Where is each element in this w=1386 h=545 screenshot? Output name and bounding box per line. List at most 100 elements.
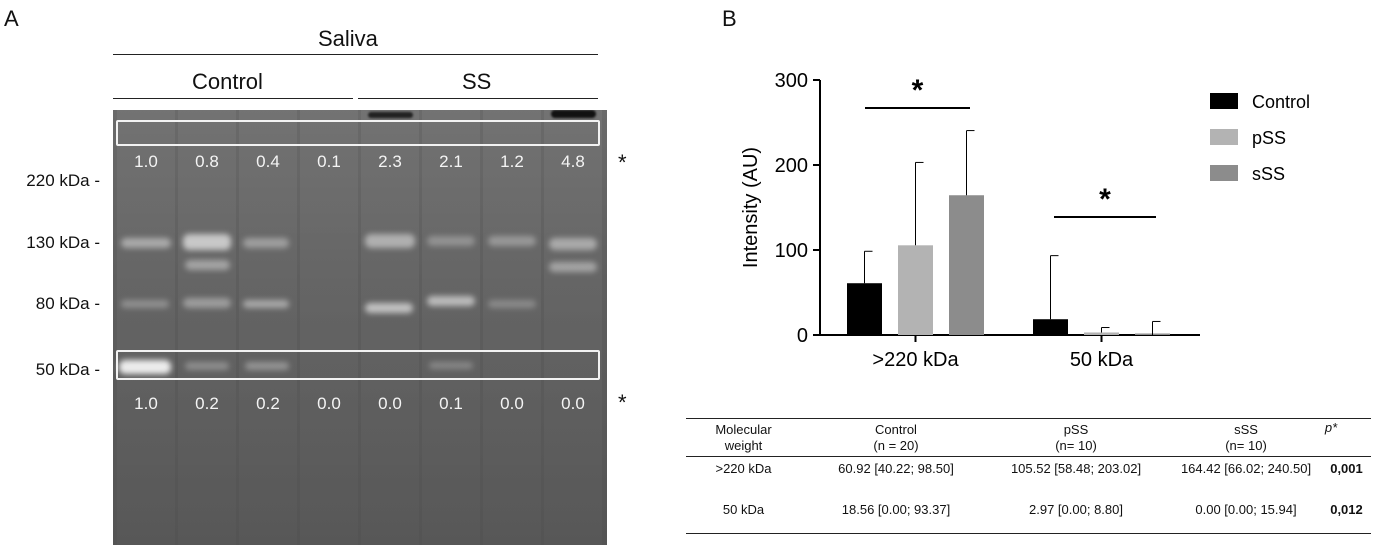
legend-swatch [1210, 93, 1238, 109]
marker-130: 130 kDa - [26, 233, 100, 252]
density-value: 1.0 [134, 152, 158, 171]
gel-band [427, 236, 475, 246]
y-tick-label: 0 [797, 325, 808, 347]
marker-220: 220 kDa - [26, 171, 100, 190]
legend-swatch [1210, 165, 1238, 181]
y-tick-label: 100 [775, 240, 808, 262]
gel-lane [239, 110, 297, 545]
gel-band [365, 303, 413, 313]
y-tick-label: 200 [775, 155, 808, 177]
gel-band [549, 262, 597, 272]
marker-80: 80 kDa - [35, 294, 100, 313]
table-cell: 0.00 [0.00; 15.94] [1195, 502, 1297, 517]
header-p: p* [1324, 420, 1338, 435]
density-value: 1.0 [134, 394, 158, 413]
density-value: 0.8 [195, 152, 219, 171]
header-pss: pSS (n= 10) [986, 422, 1166, 454]
bar [949, 195, 984, 335]
table-header-rule [686, 456, 1371, 457]
table-cell: 60.92 [40.22; 98.50] [838, 461, 954, 476]
header-line: pSS [1063, 422, 1089, 437]
density-value: 0.2 [195, 394, 219, 413]
header-line: (n = 20) [873, 438, 919, 453]
results-table: Molecular weight Control (n = 20) pSS (n… [686, 418, 1371, 538]
gel-lane [178, 110, 236, 545]
table-bottom-rule [686, 533, 1371, 534]
gel-band [183, 234, 231, 250]
density-value: 1.2 [500, 152, 524, 171]
control-group-label: Control [192, 69, 263, 94]
y-axis-label: Intensity (AU) [740, 147, 762, 268]
density-value: 0.1 [439, 394, 463, 413]
ss-group-label: SS [462, 69, 492, 94]
highlight-box-220 [116, 120, 600, 146]
density-value: 0.0 [378, 394, 402, 413]
table-cell: 2.97 [0.00; 8.80] [1029, 502, 1123, 517]
table-cell: 164.42 [66.02; 240.50] [1180, 461, 1312, 476]
gel-image: 1.0 0.8 0.4 0.1 2.3 2.1 1.2 4.8 1.0 0.2 … [113, 110, 607, 545]
table-cell: 18.56 [0.00; 93.37] [841, 502, 951, 517]
gel-band [183, 298, 231, 308]
bar [1084, 332, 1119, 335]
table-cell: 0,001 [1330, 461, 1363, 476]
density-value: 2.1 [439, 152, 463, 171]
gel-lane [300, 110, 358, 545]
gel-lane [117, 110, 175, 545]
gel-band [185, 362, 229, 370]
gel-band [365, 234, 415, 248]
gel-lane [483, 110, 541, 545]
density-value: 0.0 [500, 394, 524, 413]
gel-band [185, 260, 230, 270]
gel-well [551, 110, 596, 118]
gel-lane [544, 110, 602, 545]
legend-label: pSS [1252, 128, 1286, 148]
gel-lane [422, 110, 480, 545]
density-value: 2.3 [378, 152, 402, 171]
header-sss: sSS (n= 10) [1161, 422, 1331, 454]
x-tick-label: 50 kDa [1070, 349, 1134, 371]
gel-band [427, 296, 475, 306]
header-line: Molecular [715, 422, 772, 437]
header-line: weight [724, 438, 763, 453]
gel-lane [361, 110, 419, 545]
header-line: Control [875, 422, 917, 437]
legend-swatch [1210, 129, 1238, 145]
gel-band [549, 238, 597, 250]
control-bracket [113, 98, 353, 99]
gel-well [368, 112, 413, 118]
ss-bracket [358, 98, 598, 99]
header-line: (n= 10) [1225, 438, 1267, 453]
density-value: 0.0 [317, 394, 341, 413]
gel-band [488, 300, 536, 308]
table-cell: 50 kDa [722, 502, 765, 517]
significance-star-bottom: * [618, 390, 627, 415]
legend-label: sSS [1252, 164, 1285, 184]
bar [898, 245, 933, 335]
marker-50: 50 kDa - [35, 360, 100, 379]
gel-band [429, 362, 473, 369]
gel-band [121, 238, 171, 248]
saliva-bracket [113, 54, 598, 55]
bar [847, 283, 882, 335]
header-molecular-weight: Molecular weight [686, 422, 801, 454]
highlight-box-50 [116, 350, 600, 380]
y-tick-label: 300 [775, 70, 808, 92]
density-value: 0.4 [256, 152, 280, 171]
header-line: sSS [1234, 422, 1258, 437]
gel-band [245, 362, 289, 370]
panel-a-label: A [4, 6, 19, 31]
x-tick-label: >220 kDa [872, 349, 959, 371]
bar [1033, 319, 1068, 335]
table-top-rule [686, 418, 1371, 419]
panel-b-label: B [722, 6, 737, 31]
saliva-label: Saliva [318, 26, 378, 51]
gel-band [243, 300, 289, 308]
gel-band [243, 238, 289, 248]
header-control: Control (n = 20) [806, 422, 986, 454]
significance-star-top: * [618, 150, 627, 175]
gel-band [119, 360, 171, 374]
density-value: 0.0 [561, 394, 585, 413]
density-value: 4.8 [561, 152, 585, 171]
table-cell: 105.52 [58.48; 203.02] [1010, 461, 1142, 476]
legend-label: Control [1252, 92, 1310, 112]
